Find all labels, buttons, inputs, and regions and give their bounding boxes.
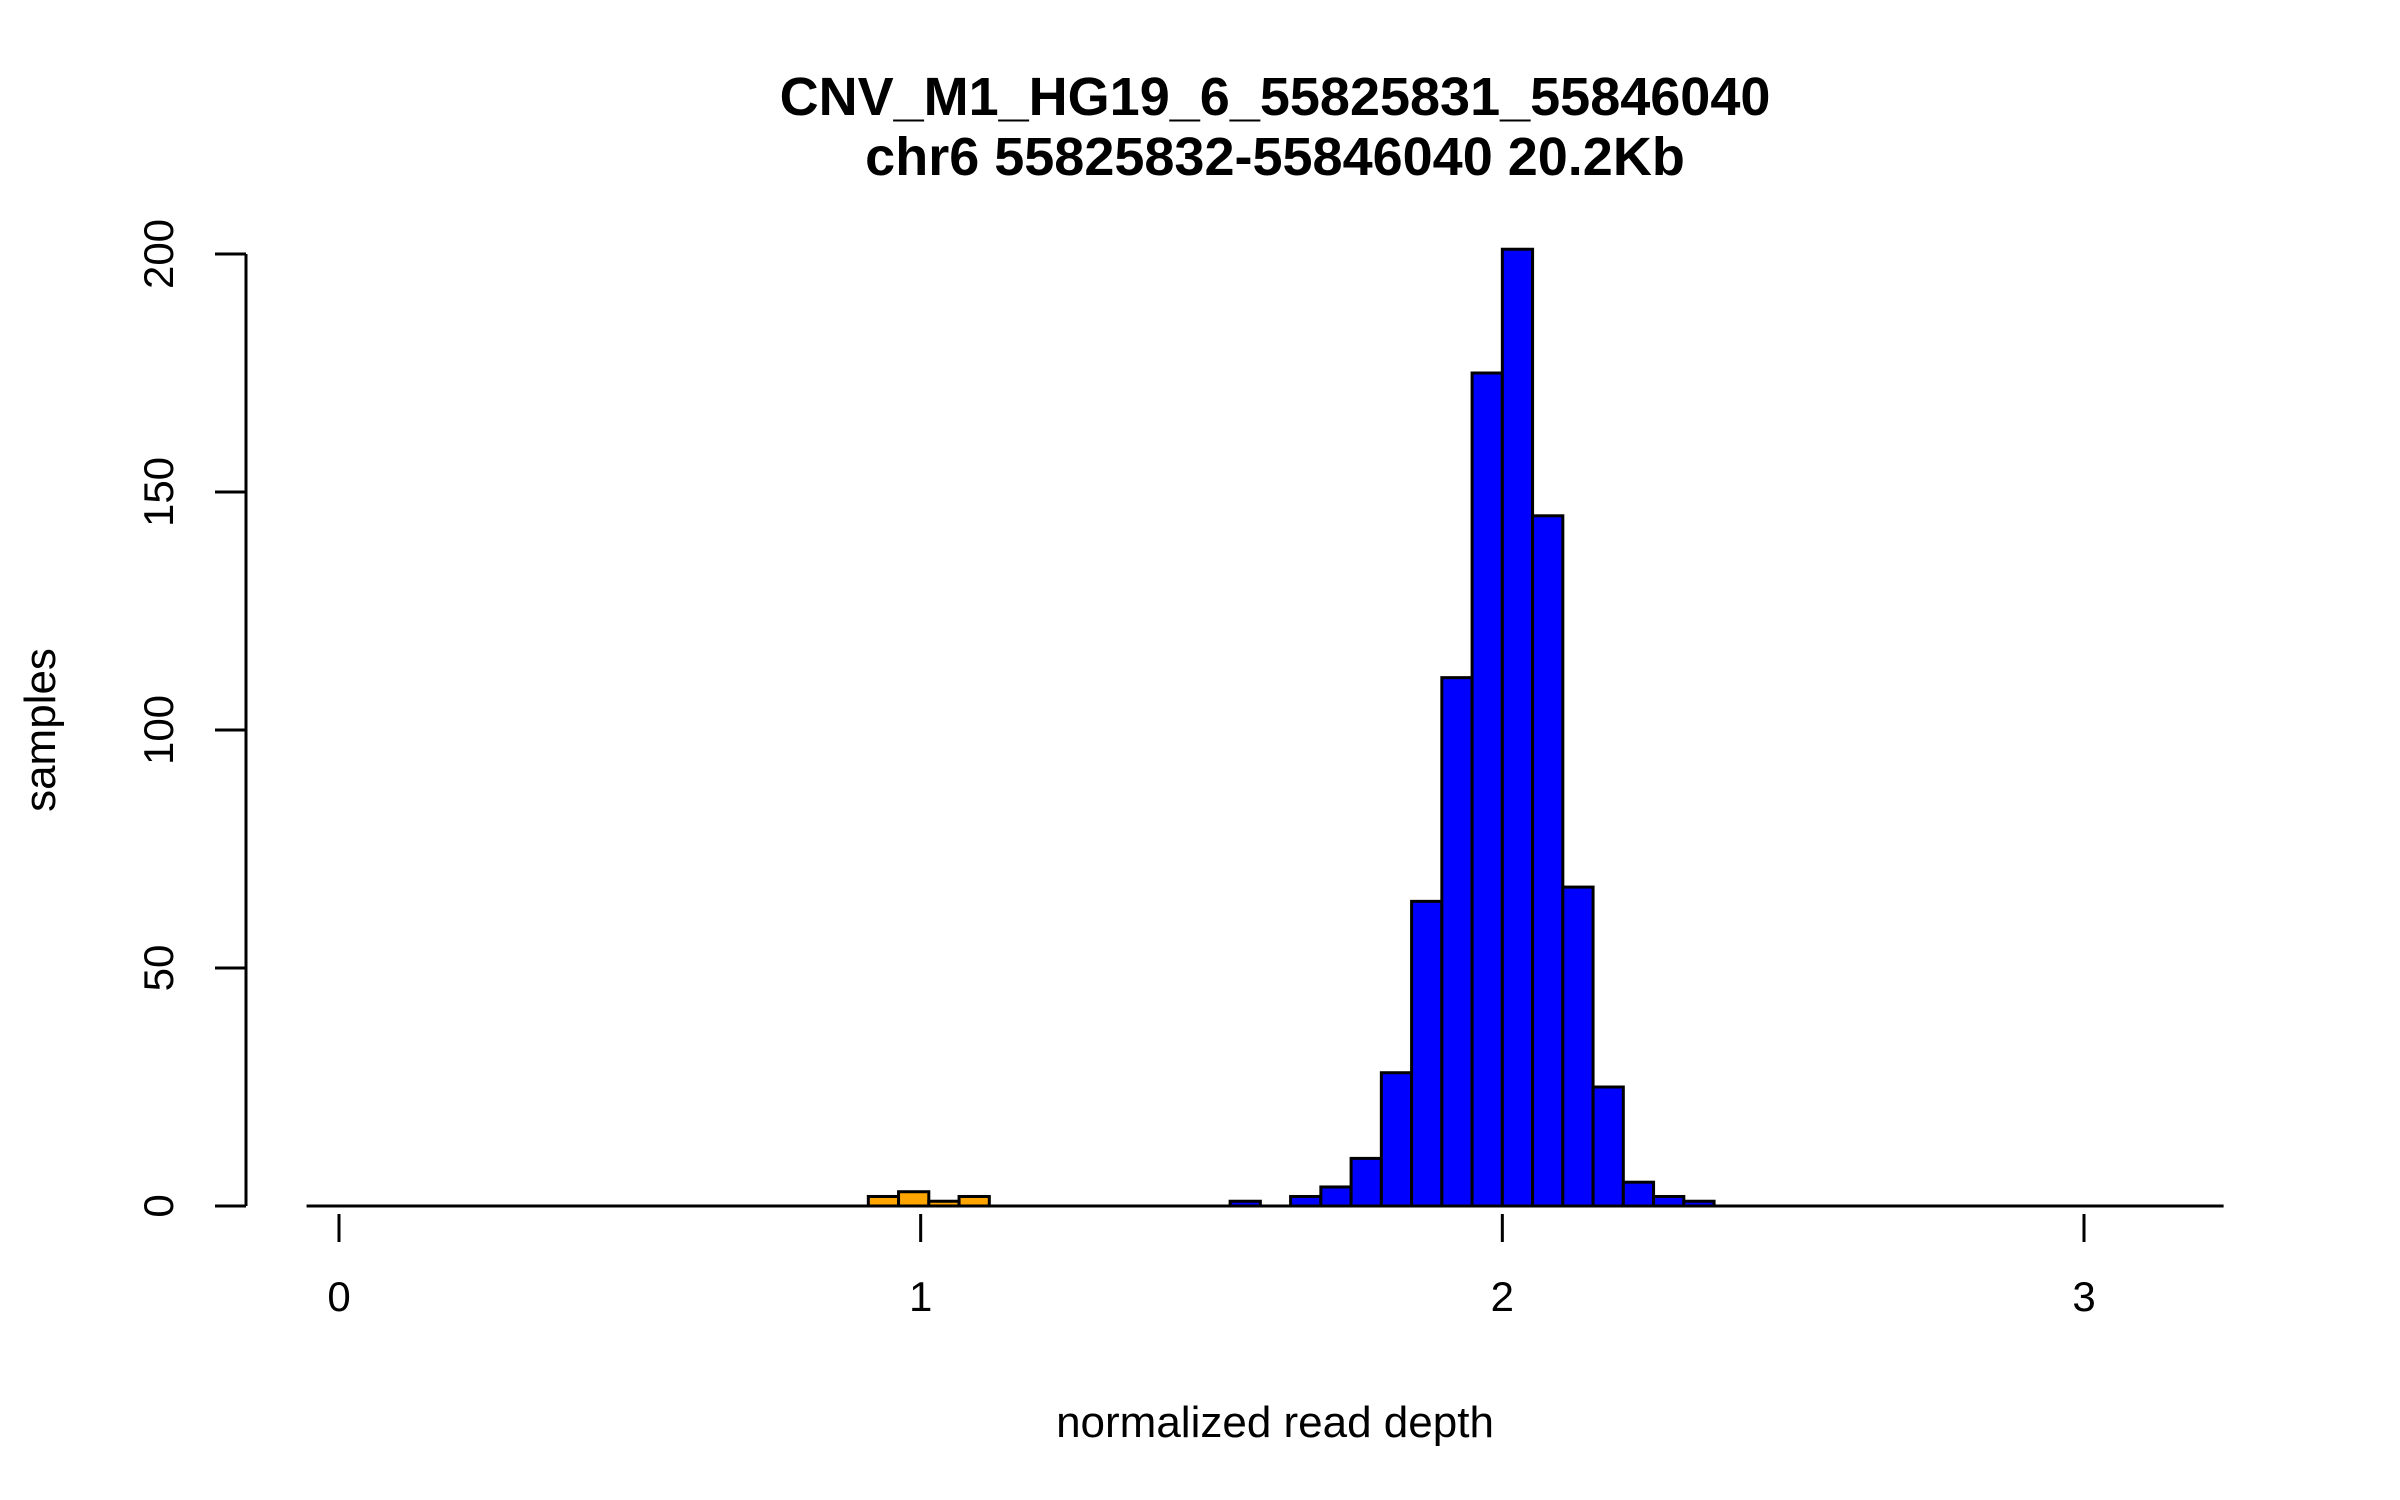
y-tick-label: 0 [135,1194,182,1217]
bar-normal [1591,1085,1625,1208]
bar-normal [1410,899,1444,1208]
bar-normal [1561,885,1595,1208]
bar-deletion [897,1190,931,1208]
bar-normal [1440,676,1474,1208]
chart-title: CNV_M1_HG19_6_55825831_55846040 [780,67,1771,127]
chart-subtitle: chr6 55825832-55846040 20.2Kb [865,127,1685,187]
bar-normal [1349,1156,1383,1208]
y-axis-label: samples [16,648,65,812]
bar-normal [1319,1185,1353,1208]
bar-normal [1500,247,1535,1208]
y-tick-label: 200 [135,219,182,289]
y-tick-label: 50 [135,945,182,992]
axes-group: 0 1 2 3 0 50 100 150 200 [135,219,2224,1320]
bar-normal [1379,1071,1414,1208]
bar-normal [1470,371,1504,1208]
bars-group [866,247,1716,1208]
bar-normal [1531,514,1565,1208]
x-tick-label: 3 [2072,1273,2095,1320]
x-tick-label: 1 [909,1273,932,1320]
y-tick-label: 150 [135,457,182,527]
y-tick-label: 100 [135,695,182,765]
x-axis-label: normalized read depth [1056,1398,1494,1447]
x-tick-label: 2 [1491,1273,1514,1320]
bar-normal [1621,1180,1656,1208]
x-tick-label: 0 [327,1273,350,1320]
